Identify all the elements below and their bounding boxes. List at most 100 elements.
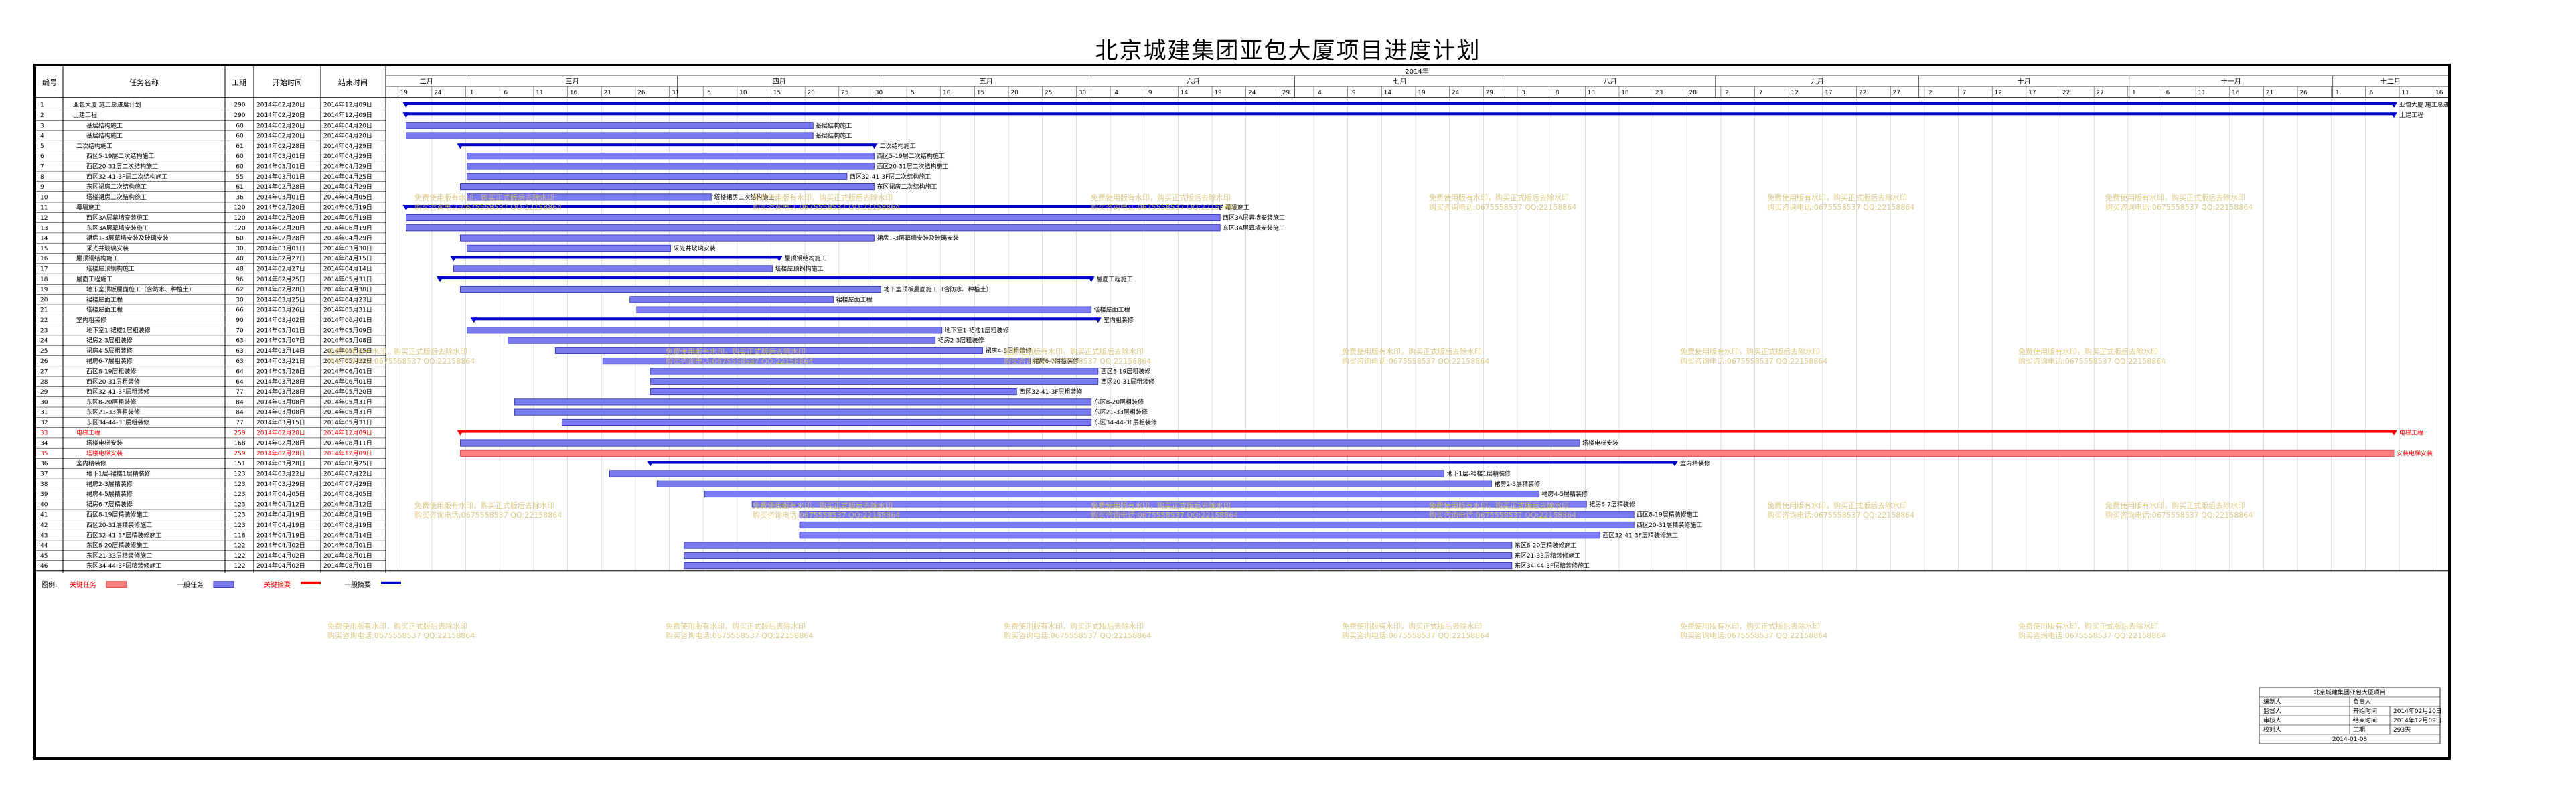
timescale-day: 6 xyxy=(2166,90,2170,96)
task-end: 2014年08月11日 xyxy=(323,439,372,447)
info-box-cell: 2014年12月09日 xyxy=(2393,716,2442,724)
info-box-cell: 结束时间 xyxy=(2353,716,2377,724)
task-start: 2014年03月25日 xyxy=(256,295,305,303)
timescale-day: 12 xyxy=(1994,90,2001,96)
task-end: 2014年08月14日 xyxy=(323,531,372,539)
summary-bar-start-cap xyxy=(647,461,654,467)
task-duration: 120 xyxy=(234,225,245,232)
watermark-text: 购买咨询电话:0675558537 QQ:22158864 xyxy=(2018,631,2166,640)
timescale-day: 20 xyxy=(807,90,815,96)
task-duration: 90 xyxy=(236,317,244,324)
task-bar xyxy=(799,521,1635,528)
task-end: 2014年05月15日 xyxy=(323,347,372,355)
task-end: 2014年05月08日 xyxy=(323,337,372,345)
info-box-cell: 293天 xyxy=(2393,727,2411,734)
info-box-cell: 工期 xyxy=(2353,726,2365,734)
task-name: 亚包大厦 施工总进度计划 xyxy=(73,101,141,109)
timescale-day: 19 xyxy=(400,90,408,96)
task-bar-label: 塔楼裙房二次结构施工 xyxy=(714,193,774,201)
task-start: 2014年04月05日 xyxy=(256,490,305,498)
task-name: 西区32-41-3F层二次结构施工 xyxy=(86,173,167,181)
watermark-text: 免费使用版有水印，购买正式版后去除水印 xyxy=(2105,501,2245,510)
watermark-text: 购买咨询电话:0675558537 QQ:22158864 xyxy=(753,202,900,212)
timescale-day: 1 xyxy=(2336,90,2340,96)
task-name: 西区20-31层精装修施工 xyxy=(86,521,152,529)
task-name: 幕墙施工 xyxy=(76,204,100,212)
task-bar xyxy=(562,418,1092,426)
task-name: 东区8-20层粗装修 xyxy=(86,398,136,406)
task-start: 2014年02月28日 xyxy=(256,183,305,191)
task-start: 2014年02月28日 xyxy=(256,285,305,293)
task-end: 2014年06月01日 xyxy=(323,316,372,324)
task-start: 2014年03月08日 xyxy=(256,408,305,416)
task-id: 1 xyxy=(40,102,44,109)
task-name: 东区8-20层精装修施工 xyxy=(86,542,148,550)
timescale-day: 21 xyxy=(2266,90,2273,96)
timescale-day: 27 xyxy=(2096,90,2103,96)
watermark-text: 免费使用版有水印，购买正式版后去除水印 xyxy=(1680,347,1820,356)
task-bar xyxy=(405,214,1221,222)
task-bar-label: 裙楼屋面工程 xyxy=(836,295,873,303)
summary-bar-start-cap xyxy=(457,430,464,436)
timescale-day: 5 xyxy=(707,90,711,96)
task-id: 25 xyxy=(40,348,48,355)
summary-bar-start-cap xyxy=(457,143,464,149)
task-bar-label: 东区21-33层粗装修 xyxy=(1094,408,1148,416)
timescale-day: 4 xyxy=(1318,90,1322,96)
task-start: 2014年03月28日 xyxy=(256,388,305,396)
task-name: 裙房1-3层幕墙安装及玻璃安装 xyxy=(86,234,169,242)
timescale-month: 九月 xyxy=(1811,78,1824,86)
task-bar xyxy=(684,562,1513,570)
task-duration: 62 xyxy=(236,287,243,293)
legend-critical-task-swatch xyxy=(106,581,127,588)
task-id: 18 xyxy=(40,276,48,283)
task-end: 2014年08月19日 xyxy=(323,521,372,529)
task-name: 电梯工程 xyxy=(76,428,100,437)
watermark-text: 免费使用版有水印，购买正式版后去除水印 xyxy=(327,347,467,356)
task-end: 2014年04月29日 xyxy=(323,162,372,170)
watermark-text: 免费使用版有水印，购买正式版后去除水印 xyxy=(1767,501,1907,510)
timescale-year: 2014年 xyxy=(1405,67,1428,76)
task-name: 裙房4-5层精装修 xyxy=(86,490,133,498)
task-id: 20 xyxy=(40,297,48,303)
task-id: 43 xyxy=(40,532,48,539)
task-start: 2014年03月01日 xyxy=(256,326,305,334)
timescale-day: 25 xyxy=(1045,90,1052,96)
timescale-month: 五月 xyxy=(980,78,993,86)
task-duration: 120 xyxy=(234,205,245,212)
task-start: 2014年04月02日 xyxy=(256,542,305,550)
task-bar-label: 电梯工程 xyxy=(2399,428,2423,437)
task-bar xyxy=(467,153,875,160)
task-start: 2014年02月27日 xyxy=(256,264,305,272)
task-name: 裙楼屋面工程 xyxy=(86,295,123,303)
header-duration: 工期 xyxy=(232,78,246,87)
task-id: 6 xyxy=(40,153,44,160)
task-start: 2014年03月01日 xyxy=(256,193,305,201)
task-name: 二次结构施工 xyxy=(76,142,112,150)
task-duration: 66 xyxy=(236,307,244,314)
watermark-text: 购买咨询电话:0675558537 QQ:22158864 xyxy=(327,356,475,366)
timescale-day: 14 xyxy=(1181,90,1189,96)
watermark-text: 免费使用版有水印，购买正式版后去除水印 xyxy=(1680,621,1820,631)
task-id: 16 xyxy=(40,256,48,262)
task-end: 2014年05月22日 xyxy=(323,357,372,365)
task-bar-label: 东区34-44-3F层精装修施工 xyxy=(1515,562,1590,570)
task-start: 2014年03月26日 xyxy=(256,306,305,314)
task-id: 30 xyxy=(40,399,48,406)
task-bar-label: 东区8-20层精装修施工 xyxy=(1515,542,1576,550)
timescale-day: 2 xyxy=(1725,90,1729,96)
task-bar xyxy=(751,501,1587,508)
task-start: 2014年03月02日 xyxy=(256,316,305,324)
task-end: 2014年08月01日 xyxy=(323,552,372,560)
task-duration: 122 xyxy=(234,553,245,560)
watermark-text: 购买咨询电话:0675558537 QQ:22158864 xyxy=(2105,202,2253,212)
summary-bar-start-cap xyxy=(402,102,410,108)
task-end: 2014年04月29日 xyxy=(323,183,372,191)
task-id: 35 xyxy=(40,451,48,457)
timescale-day: 9 xyxy=(1148,90,1152,96)
task-name: 西区32-41-3F层精装修施工 xyxy=(86,531,161,539)
task-bar xyxy=(405,224,1221,232)
task-id: 4 xyxy=(40,133,44,140)
task-end: 2014年04月29日 xyxy=(323,142,372,150)
task-duration: 63 xyxy=(236,338,243,345)
